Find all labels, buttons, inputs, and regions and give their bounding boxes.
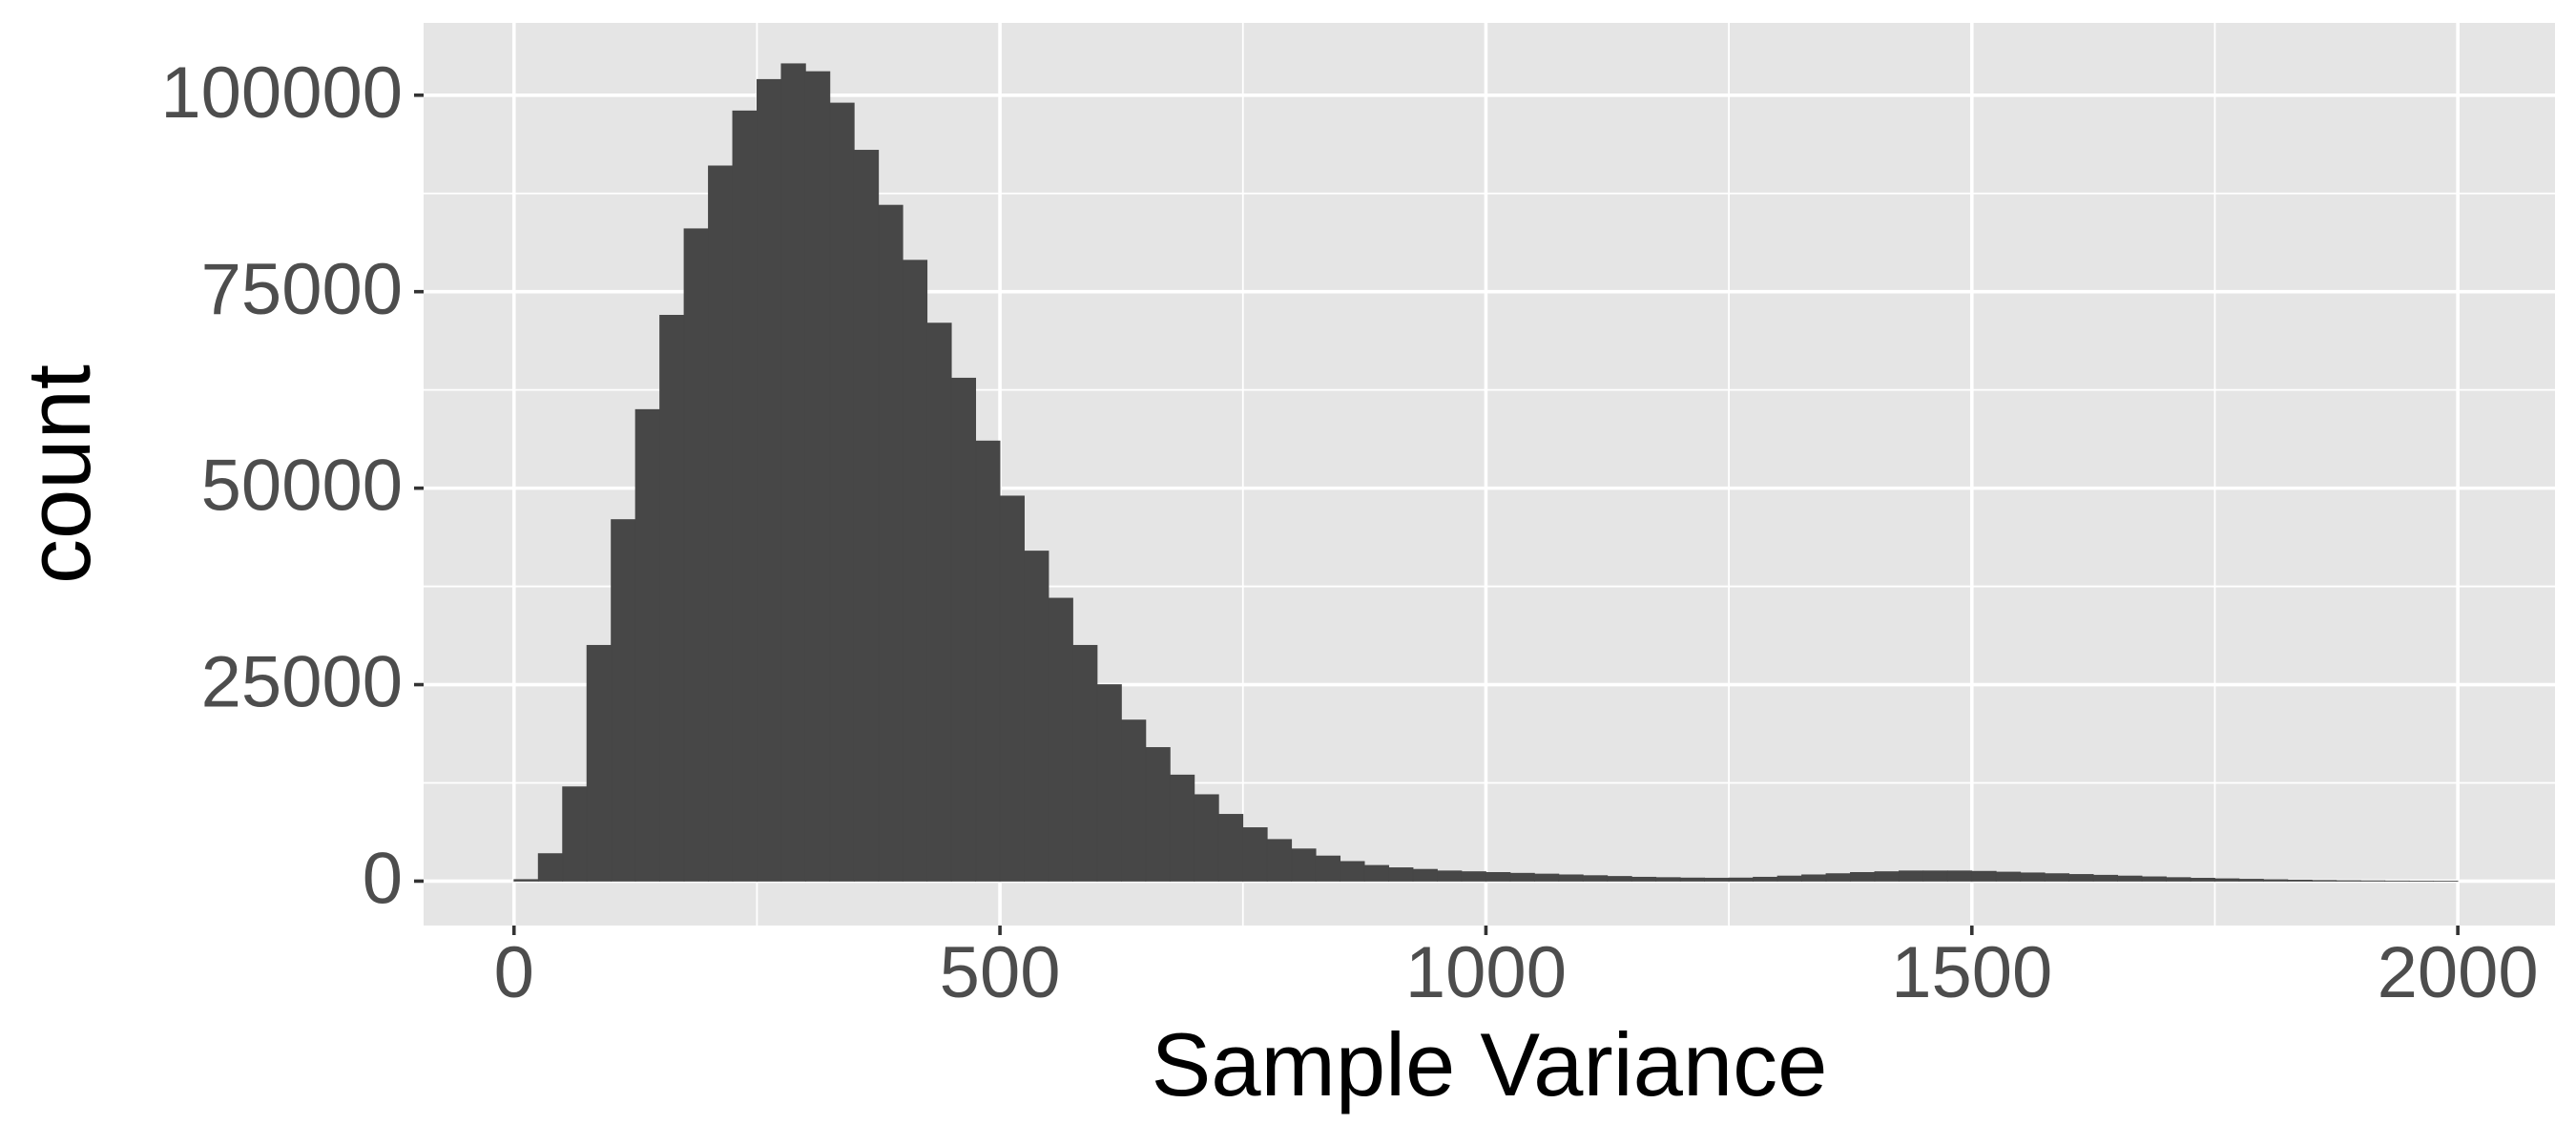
x-tick-label: 0 [494, 932, 534, 1013]
histogram-bar [757, 78, 782, 882]
histogram-bar [1631, 876, 1657, 882]
histogram-bar [1437, 870, 1463, 882]
histogram-bar [1121, 719, 1147, 882]
histogram-bar [659, 315, 685, 882]
histogram-bar [2238, 879, 2264, 882]
histogram-bar [634, 408, 660, 882]
histogram-bar [926, 323, 952, 882]
histogram-bar [2190, 878, 2215, 882]
histogram-bar [2166, 877, 2192, 882]
y-tick-label: 100000 [160, 52, 403, 134]
x-axis-title: Sample Variance [1152, 1014, 1828, 1114]
histogram-bar [878, 204, 904, 882]
histogram-bar [2068, 874, 2094, 882]
histogram-bar [999, 495, 1025, 882]
histogram-bar [1194, 794, 1219, 882]
histogram-bar [780, 63, 806, 882]
histogram-bar [1704, 877, 1730, 882]
histogram-bar [1582, 875, 1609, 882]
histogram-bar [1679, 877, 1706, 882]
histogram-bar [2287, 879, 2313, 882]
histogram-bar [1072, 644, 1098, 882]
histogram-bar [2262, 879, 2289, 882]
y-tick-label: 50000 [201, 446, 403, 527]
histogram-bar [1874, 871, 1900, 882]
histogram-bar [2092, 874, 2118, 882]
histogram-bar [2214, 878, 2240, 882]
histogram-bar [611, 519, 636, 882]
histogram-bar [1291, 848, 1317, 882]
histogram-bar [1048, 597, 1073, 882]
histogram-bar [1242, 827, 1268, 882]
y-axis-title: count [9, 364, 109, 584]
histogram-bar [1825, 873, 1851, 882]
histogram-bar [804, 71, 831, 882]
histogram-bar [1995, 871, 2022, 882]
y-tick-label: 0 [363, 839, 403, 920]
histogram-bar [2141, 876, 2167, 882]
histogram-bar [1315, 855, 1341, 882]
histogram-bar [1509, 872, 1535, 882]
histogram-bar [1169, 774, 1195, 882]
histogram-bar [1946, 870, 1973, 882]
histogram-bar [1024, 551, 1049, 882]
histogram-bar [1776, 875, 1802, 882]
histogram-bar [537, 853, 564, 882]
histogram-bar [2020, 872, 2046, 882]
y-tick-label: 25000 [201, 642, 403, 723]
histogram-bar [586, 644, 613, 882]
x-tick-label: 2000 [2378, 932, 2539, 1013]
histogram-bar [1096, 684, 1122, 882]
histogram-bar [1922, 870, 1948, 882]
histogram-bar [1412, 868, 1438, 882]
histogram-bar [1607, 876, 1632, 882]
histogram-bar [829, 102, 855, 882]
histogram-bar [732, 110, 758, 882]
histogram-bar [1485, 872, 1511, 882]
x-tick-label: 500 [940, 932, 1061, 1013]
histogram-bar [1655, 877, 1681, 882]
histogram-bar [1898, 870, 1924, 882]
histogram-bar [950, 377, 977, 882]
histogram-bar [1533, 873, 1560, 882]
x-tick-label: 1000 [1405, 932, 1567, 1013]
histogram-bar [562, 786, 588, 882]
histogram-bar [1971, 870, 1997, 882]
histogram-bar [1558, 874, 1584, 882]
histogram-bar [2311, 880, 2337, 882]
histogram-bar [2117, 875, 2143, 882]
histogram-bar [1728, 877, 1754, 882]
histogram-bar [975, 440, 1001, 882]
histogram-bar [2044, 873, 2070, 882]
histogram-bar [853, 150, 880, 882]
histogram-bar [1388, 867, 1414, 882]
histogram-bar [708, 165, 734, 882]
histogram-bar [683, 228, 709, 882]
plot-layer [424, 23, 2555, 926]
y-tick-label: 75000 [201, 249, 403, 330]
histogram-bar [1340, 861, 1365, 882]
histogram-bar [1217, 814, 1244, 882]
histogram-bar [1266, 839, 1293, 882]
histogram-bar [513, 879, 539, 882]
histogram-bar [1753, 876, 1778, 882]
histogram-bar [1145, 747, 1171, 882]
histogram-bar [1850, 872, 1876, 882]
histogram-bar [1801, 874, 1827, 882]
histogram-bar [1363, 864, 1389, 882]
x-tick-label: 1500 [1891, 932, 2052, 1013]
histogram-bar [902, 260, 928, 882]
histogram-bar [1461, 871, 1486, 882]
